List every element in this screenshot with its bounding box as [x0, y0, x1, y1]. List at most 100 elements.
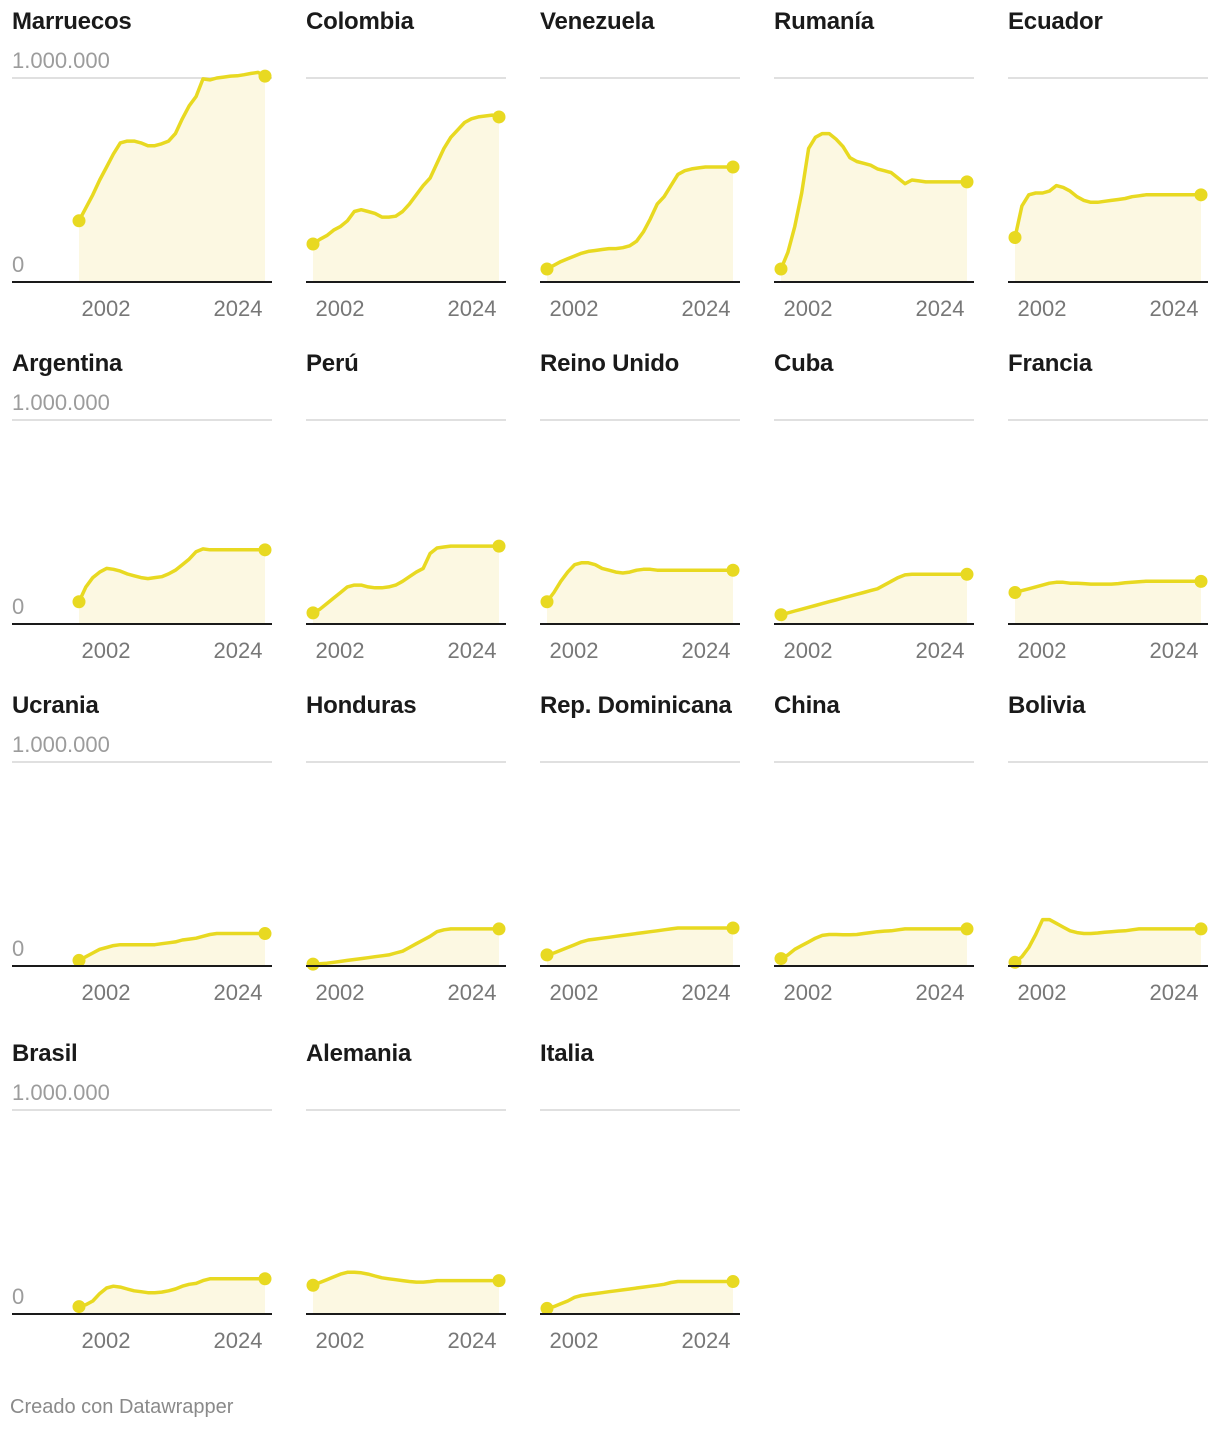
y-tick-label: 0: [12, 936, 24, 961]
x-tick-label: 2024: [448, 638, 497, 663]
series-area: [79, 548, 265, 624]
y-tick-label: 1.000.000: [12, 48, 110, 73]
panel-ecuador: Ecuador 2002 2024: [1008, 0, 1220, 330]
panel-per-: Perú 2002 2024: [306, 342, 576, 672]
panel-argentina: Argentina 1.000.000 0 2002 2024: [12, 342, 282, 672]
panel-title: Marruecos: [12, 8, 132, 35]
end-point: [1194, 922, 1208, 936]
end-point: [492, 922, 506, 936]
start-point: [306, 1278, 320, 1292]
x-tick-label: 2002: [82, 638, 131, 663]
series-line: [545, 561, 735, 604]
series-area: [547, 562, 733, 624]
end-point: [1194, 574, 1208, 588]
end-point: [258, 69, 272, 83]
start-point: [540, 262, 554, 276]
series-area: [313, 1272, 499, 1314]
x-tick-label: 2002: [550, 1328, 599, 1353]
panel-brasil: Brasil 1.000.000 0 2002 2024: [12, 1032, 282, 1362]
panel-bolivia: Bolivia 2002 2024: [1008, 684, 1220, 1014]
series-line: [545, 165, 735, 271]
panel-title: Perú: [306, 350, 359, 377]
start-point: [306, 957, 320, 971]
x-tick-label: 2024: [214, 638, 263, 663]
x-tick-label: 2024: [1150, 296, 1199, 321]
x-tick-label: 2002: [784, 980, 833, 1005]
series-line: [77, 547, 267, 604]
start-point: [1008, 585, 1022, 599]
series-line: [779, 927, 969, 961]
series-line: [1013, 579, 1203, 595]
x-tick-label: 2024: [682, 980, 731, 1005]
series-line: [545, 1279, 735, 1311]
panel-chart: 1.000.000 0 2002 2024: [12, 732, 272, 1005]
x-tick-label: 2024: [214, 980, 263, 1005]
end-point: [492, 1274, 506, 1288]
x-tick-label: 2024: [1150, 980, 1199, 1005]
start-point: [306, 606, 320, 620]
panel-title: Rumanía: [774, 8, 874, 35]
x-tick-label: 2024: [916, 296, 965, 321]
start-point: [72, 595, 86, 609]
panel-alemania: Alemania 2002 2024: [306, 1032, 576, 1362]
panel-chart: 2002 2024: [774, 761, 974, 1005]
panel-chart: 2002 2024: [1008, 77, 1208, 321]
panel-title: Argentina: [12, 350, 123, 377]
x-tick-label: 2002: [784, 296, 833, 321]
x-tick-label: 2002: [316, 296, 365, 321]
series-line: [1013, 917, 1203, 965]
x-tick-label: 2024: [682, 296, 731, 321]
y-tick-label: 0: [12, 1284, 24, 1309]
x-tick-label: 2002: [784, 638, 833, 663]
end-point: [492, 110, 506, 124]
panel-chart: 2002 2024: [774, 419, 974, 663]
series-area: [547, 928, 733, 966]
panel-rep-dominicana: Rep. Dominicana 2002 2024: [540, 684, 810, 1014]
panel-chart: 1.000.000 0 2002 2024: [12, 390, 272, 663]
end-point: [258, 927, 272, 941]
panel-marruecos: Marruecos 1.000.000 0 2002 2024: [12, 0, 282, 330]
start-point: [306, 237, 320, 251]
x-tick-label: 2024: [682, 1328, 731, 1353]
x-tick-label: 2024: [1150, 638, 1199, 663]
end-point: [726, 921, 740, 935]
end-point: [960, 922, 974, 936]
y-tick-label: 1.000.000: [12, 1080, 110, 1105]
x-tick-label: 2002: [550, 980, 599, 1005]
x-tick-label: 2002: [316, 980, 365, 1005]
x-tick-label: 2024: [448, 1328, 497, 1353]
series-line: [77, 931, 267, 963]
panel-title: Honduras: [306, 692, 417, 719]
panel-title: Francia: [1008, 350, 1092, 377]
x-tick-label: 2024: [448, 980, 497, 1005]
end-point: [258, 1272, 272, 1286]
end-point: [726, 563, 740, 577]
y-tick-label: 0: [12, 252, 24, 277]
x-tick-label: 2024: [682, 638, 731, 663]
end-point: [960, 175, 974, 189]
footer-credit: Creado con Datawrapper: [10, 1396, 234, 1418]
series-area: [313, 115, 499, 282]
series-line: [77, 70, 267, 223]
end-point: [726, 1275, 740, 1289]
panel-title: Venezuela: [540, 8, 655, 35]
x-tick-label: 2002: [1018, 980, 1067, 1005]
start-point: [540, 595, 554, 609]
panel-chart: 1.000.000 0 2002 2024: [12, 1080, 272, 1353]
panel-francia: Francia 2002 2024: [1008, 342, 1220, 672]
panel-title: Colombia: [306, 8, 414, 35]
start-point: [1008, 230, 1022, 244]
start-point: [72, 1300, 86, 1314]
series-line: [779, 572, 969, 617]
series-area: [547, 1281, 733, 1314]
end-point: [726, 160, 740, 174]
x-tick-label: 2024: [916, 980, 965, 1005]
panel-venezuela: Venezuela 2002 2024: [540, 0, 810, 330]
series-line: [311, 927, 501, 966]
series-area: [1015, 919, 1201, 966]
panel-chart: 2002 2024: [306, 419, 506, 663]
panel-chart: 2002 2024: [774, 77, 974, 321]
series-line: [311, 113, 501, 246]
end-point: [258, 543, 272, 557]
series-line: [779, 131, 969, 271]
